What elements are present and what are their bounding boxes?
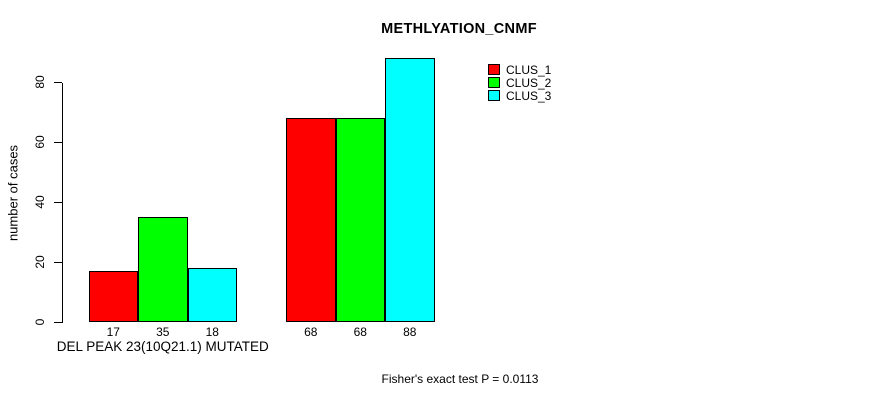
legend-row: CLUS_3: [488, 88, 552, 103]
legend-label: CLUS_1: [506, 62, 552, 77]
chart-title: METHLYATION_CNMF: [381, 21, 537, 37]
y-axis-tick-label: 0: [33, 318, 47, 326]
x-axis-group-label: DEL PEAK 23(10Q21.1) MUTATED: [56, 339, 269, 354]
bar-clus_1-group2: [286, 118, 336, 322]
y-axis-tick: [54, 262, 62, 264]
y-axis-tick: [54, 142, 62, 144]
bar-value-label: 35: [156, 325, 170, 339]
y-axis-tick-label: 80: [33, 75, 47, 90]
legend-row: CLUS_2: [488, 75, 552, 90]
y-axis-label: number of cases: [5, 144, 21, 242]
legend-swatch-clus_3: [488, 90, 500, 101]
y-axis-tick-label: 60: [33, 135, 47, 149]
legend: CLUS_1 CLUS_2 CLUS_3: [488, 62, 552, 103]
fisher-test-annotation: Fisher's exact test P = 0.0113: [381, 372, 539, 386]
y-axis-tick: [54, 322, 62, 323]
bar-value-label: 17: [106, 325, 120, 339]
legend-swatch-clus_2: [488, 77, 500, 88]
y-axis-tick: [54, 202, 62, 204]
bar-clus_3-group2: [385, 58, 435, 322]
legend-swatch-clus_1: [488, 64, 500, 75]
bar-value-label: 18: [205, 325, 219, 339]
y-axis-tick-label: 20: [33, 255, 47, 269]
legend-label: CLUS_2: [506, 75, 552, 90]
bar-value-label: 68: [304, 325, 318, 339]
bar-clus_2-group1: [138, 217, 188, 322]
bar-clus_3-group1: [187, 268, 237, 322]
legend-label: CLUS_3: [506, 88, 552, 103]
legend-row: CLUS_1: [488, 62, 552, 77]
bar-clus_1-group1: [88, 271, 138, 322]
bar-value-label: 68: [353, 325, 367, 339]
y-axis-tick-label: 40: [33, 195, 47, 209]
y-axis-line: [62, 82, 63, 323]
y-axis-tick: [54, 82, 62, 84]
bar-clus_2-group2: [335, 118, 385, 322]
bar-value-label: 88: [403, 325, 417, 339]
